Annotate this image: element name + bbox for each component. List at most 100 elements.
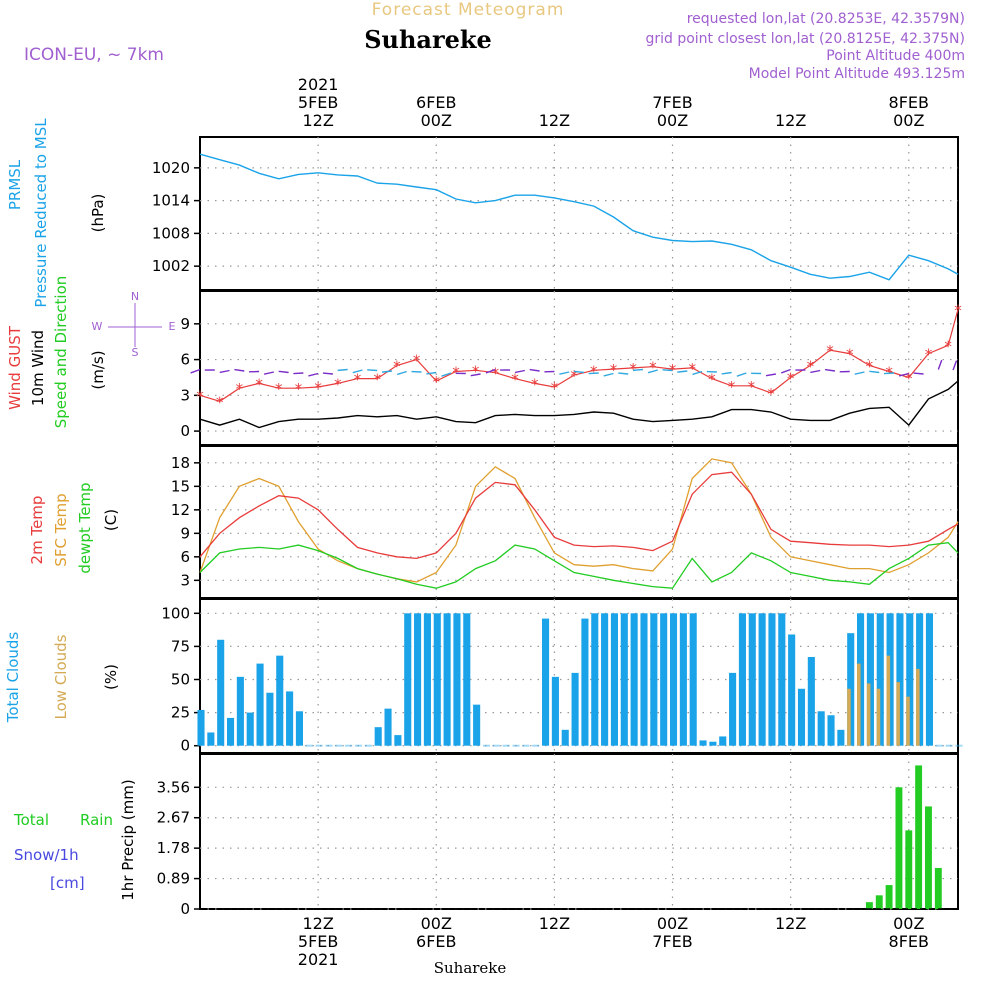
wind-direction-arrow [559, 371, 570, 375]
wind-direction-arrow [470, 373, 481, 377]
bottom-time-label: 7FEB [652, 932, 692, 951]
wind-unit: (m/s) [89, 350, 107, 389]
top-time-label: 6FEB [416, 93, 456, 112]
panel-frame [199, 445, 959, 599]
rain-bar [885, 885, 893, 909]
bottom-time-label: 8FEB [889, 932, 929, 951]
total-cloud-bar [669, 613, 678, 746]
total-cloud-bar [758, 613, 766, 746]
rain-bar [915, 765, 923, 909]
total-cloud-bar [610, 613, 618, 746]
wind-direction-arrow [573, 370, 585, 374]
bottom-time-label: 6FEB [416, 932, 456, 951]
wind-direction-arrow [937, 359, 943, 370]
total-cloud-bar [197, 709, 205, 746]
total-cloud-bar [591, 613, 599, 746]
wind-direction-arrow [485, 368, 496, 374]
y-tick-label: 1008 [152, 224, 190, 242]
temp2m-label: 2m Temp [28, 496, 46, 565]
wind-direction-arrow [278, 370, 289, 374]
wind-direction-arrow [190, 368, 201, 374]
total-cloud-bar [414, 613, 422, 746]
gust-series-line [199, 309, 959, 402]
y-tick-label: 0.89 [157, 870, 190, 888]
wind-direction-arrow [662, 369, 673, 372]
gust-point-marker: * [492, 365, 500, 383]
wind-direction-arrow [441, 372, 452, 377]
total-cloud-bar [384, 708, 392, 746]
wind-direction-arrow [529, 368, 540, 372]
total-cloud-bar [354, 744, 363, 747]
total-cloud-bar [571, 672, 579, 746]
y-tick-label: 100 [161, 604, 190, 622]
wind-direction-arrow [692, 370, 703, 376]
gust-point-marker: * [767, 385, 775, 403]
total-cloud-bar [364, 744, 372, 747]
wind-label: 10m Wind [29, 330, 47, 406]
total-cloud-bar [325, 744, 333, 747]
total-cloud-bar [837, 729, 845, 746]
gust-point-marker: * [354, 371, 362, 389]
total-cloud-bar [768, 613, 776, 746]
total-cloud-bar [482, 744, 491, 747]
total-cloud-bar [719, 736, 727, 746]
gust-point-marker: * [807, 358, 815, 376]
y-tick-label: 18 [171, 454, 190, 472]
gust-point-marker: * [452, 364, 460, 382]
total-cloud-bar [492, 744, 500, 747]
compass-n: N [131, 290, 139, 303]
total-cloud-bar [551, 676, 559, 746]
low-cloud-bar [876, 688, 881, 746]
wind-direction-arrow [632, 368, 644, 372]
top-time-label: 12Z [539, 111, 570, 130]
low-cloud-bar [857, 663, 861, 746]
gust-point-marker: * [787, 369, 795, 387]
wind-direction-arrow [824, 368, 836, 372]
total-cloud-bar [679, 613, 687, 746]
precip-cm-label: [cm] [50, 874, 85, 892]
low-cloud-bar [906, 696, 910, 746]
gust-point-marker: * [511, 371, 519, 389]
total-cloud-bar [935, 744, 943, 747]
total-cloud-bar [512, 744, 520, 747]
total-cloud-bar [266, 692, 274, 746]
bottom-time-label: 00Z [657, 914, 688, 933]
gust-point-marker: * [236, 380, 244, 398]
model-label: ICON-EU, ~ 7km [24, 45, 164, 65]
gust-point-marker: * [590, 362, 598, 380]
bottom-time-label: 12Z [539, 914, 570, 933]
total-cloud-bar [286, 691, 294, 746]
gust-point-marker: * [905, 369, 913, 387]
compass-w: W [92, 320, 103, 333]
pressure-series-line [199, 153, 959, 281]
rain-bar [895, 787, 903, 909]
y-tick-label: 25 [171, 704, 190, 722]
gust-point-marker: * [216, 393, 224, 411]
total-cloud-bar [640, 613, 648, 746]
y-tick-label: 2.67 [157, 809, 190, 827]
clouds-unit: (%) [102, 664, 120, 690]
top-time-label: 00Z [893, 111, 924, 130]
wind-direction-arrow [426, 371, 437, 375]
gust-point-marker: * [866, 358, 874, 376]
wind-direction-arrow [588, 372, 599, 375]
y-tick-label: 1020 [152, 159, 190, 177]
low-cloud-bar [916, 668, 920, 746]
gust-point-marker: * [610, 361, 618, 379]
wind-direction-arrow [677, 370, 688, 373]
total-cloud-bar [433, 613, 441, 746]
compass-e: E [169, 320, 176, 333]
top-time-label: 00Z [421, 111, 452, 130]
wind-direction-arrow [618, 372, 629, 375]
total-cloud-bar [807, 656, 815, 746]
total-cloud-bar [876, 613, 884, 746]
gust-point-marker: * [413, 352, 421, 370]
total-cloud-bar [473, 704, 481, 746]
total-cloud-bar [226, 717, 235, 746]
total-cloud-bar [443, 613, 451, 746]
location-title: Suhareke [364, 25, 492, 54]
bottom-time-label: 12Z [302, 914, 333, 933]
bottom-time-label: 5FEB [298, 932, 338, 951]
wind-direction-arrow [781, 368, 791, 374]
